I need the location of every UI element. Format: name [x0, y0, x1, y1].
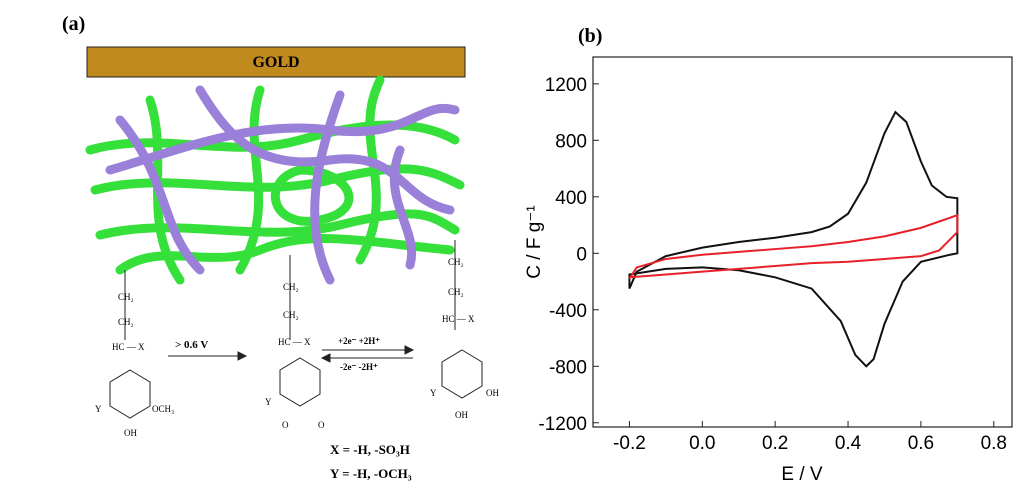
cv-curve — [628, 110, 959, 368]
forward-label: +2e⁻ +2H⁺ — [338, 336, 380, 346]
panel-a: (a) GOLD CH₂ CH₂ HC — X Y OH OCH₃ CH₂ CH… — [62, 13, 499, 481]
och3: OCH₃ — [152, 404, 174, 414]
y: Y — [95, 404, 102, 414]
molecule-labels: CH₂ CH₂ HC — X Y OH OCH₃ CH₂ CH₂ HC — X … — [95, 257, 499, 438]
ch2: CH₂ — [448, 257, 464, 267]
ch2: CH₂ — [283, 282, 299, 292]
ch2: CH₂ — [118, 292, 134, 302]
hcx: HC — X — [112, 342, 145, 352]
plot-frame — [592, 56, 1013, 428]
y-tick-label: -400 — [549, 301, 587, 322]
ch2: CH₂ — [283, 310, 299, 320]
panel-b: (b) E / V C / F g⁻¹ 1200 800 400 0 -400 -800 -… — [524, 25, 1013, 485]
x-tick-label: -0.2 — [613, 433, 646, 454]
y-tick-label: 800 — [555, 131, 587, 152]
reverse-label: -2e⁻ -2H⁺ — [340, 362, 378, 372]
o: O — [318, 420, 325, 430]
ch2: CH₂ — [448, 287, 464, 297]
x-axis-label: E / V — [781, 464, 823, 485]
chains — [109, 240, 483, 419]
x-tick-label: 0.6 — [908, 433, 934, 454]
panel-label: (a) — [62, 13, 85, 35]
y-tick-label: 0 — [576, 244, 587, 265]
y: Y — [430, 388, 437, 398]
hcx: HC — X — [278, 337, 311, 347]
oh: OH — [486, 388, 499, 398]
panel-label: (b) — [578, 25, 602, 47]
hcx: HC — X — [442, 314, 475, 324]
oh: OH — [124, 428, 137, 438]
x-tick-label: 0.4 — [835, 433, 862, 454]
x-definition: X = -H, -SO₃H — [330, 442, 410, 457]
polymer-network — [85, 75, 465, 285]
y-tick-label: -1200 — [538, 414, 587, 435]
gold-label: GOLD — [252, 54, 299, 71]
x-tick-label: 0.2 — [762, 433, 788, 454]
y-axis-label: C / F g⁻¹ — [524, 205, 545, 278]
y-definition: Y = -H, -OCH₃ — [330, 466, 412, 481]
cv-curve — [628, 213, 959, 280]
y-tick-label: 400 — [555, 188, 587, 209]
oh: OH — [455, 410, 468, 420]
ch2: CH₂ — [118, 317, 134, 327]
gold-layer — [86, 46, 466, 78]
y: Y — [265, 397, 272, 407]
x-tick-label: 0.0 — [689, 433, 715, 454]
y-tick-label: -800 — [549, 357, 587, 378]
step-label: > 0.6 V — [175, 339, 208, 351]
o: O — [282, 420, 289, 430]
x-tick-label: 0.8 — [981, 433, 1007, 454]
y-tick-label: 1200 — [545, 75, 587, 96]
